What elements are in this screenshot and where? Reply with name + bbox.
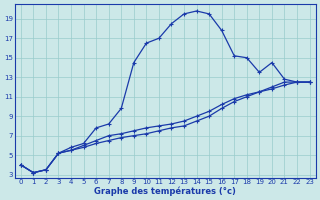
X-axis label: Graphe des températures (°c): Graphe des températures (°c) <box>94 186 236 196</box>
